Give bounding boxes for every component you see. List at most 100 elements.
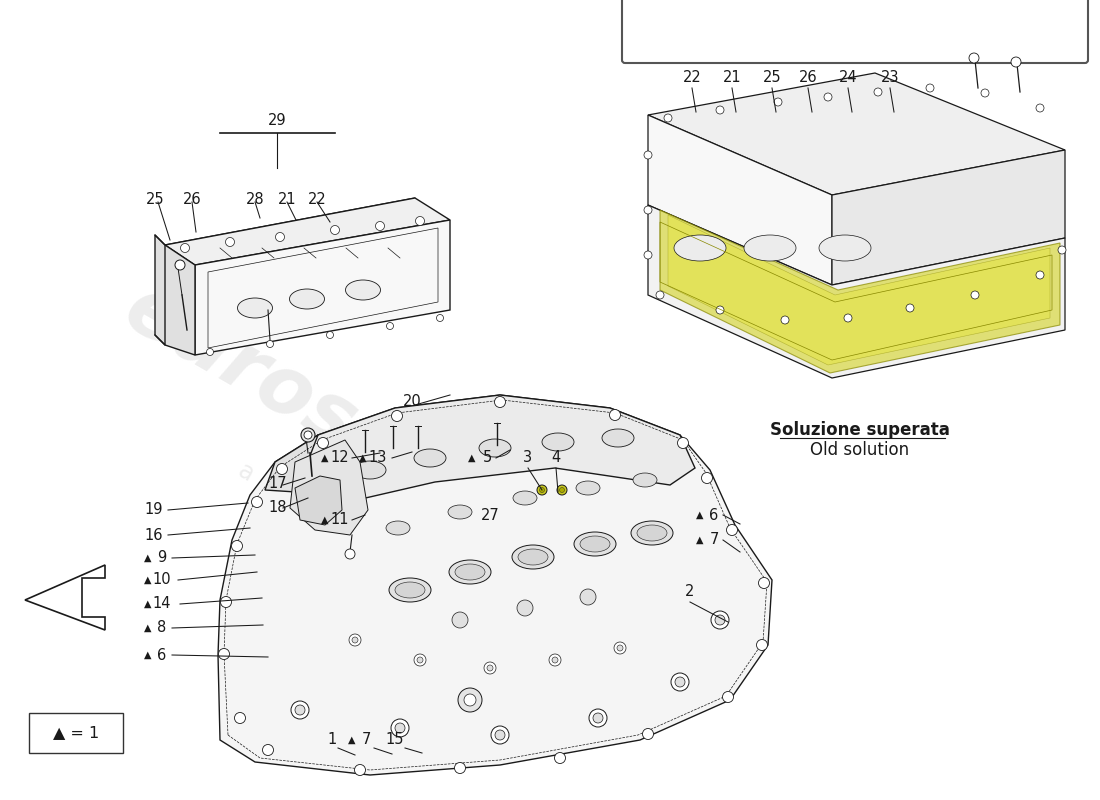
Text: 6: 6 bbox=[710, 507, 718, 522]
Ellipse shape bbox=[820, 235, 871, 261]
Ellipse shape bbox=[414, 449, 446, 467]
Circle shape bbox=[926, 84, 934, 92]
Circle shape bbox=[726, 525, 737, 535]
Ellipse shape bbox=[238, 298, 273, 318]
Circle shape bbox=[552, 657, 558, 663]
Circle shape bbox=[644, 151, 652, 159]
Text: 21: 21 bbox=[277, 191, 296, 206]
Circle shape bbox=[318, 438, 329, 449]
Text: 24: 24 bbox=[838, 70, 857, 86]
Circle shape bbox=[539, 487, 544, 493]
Circle shape bbox=[495, 730, 505, 740]
Circle shape bbox=[491, 726, 509, 744]
Circle shape bbox=[906, 304, 914, 312]
Ellipse shape bbox=[518, 549, 548, 565]
Circle shape bbox=[757, 639, 768, 650]
Circle shape bbox=[330, 226, 340, 234]
Circle shape bbox=[231, 541, 242, 551]
Circle shape bbox=[1036, 104, 1044, 112]
FancyBboxPatch shape bbox=[29, 713, 123, 753]
Text: ▲: ▲ bbox=[144, 553, 152, 563]
Ellipse shape bbox=[386, 521, 410, 535]
Circle shape bbox=[275, 233, 285, 242]
Circle shape bbox=[416, 217, 425, 226]
Text: ▲: ▲ bbox=[321, 453, 329, 463]
Text: 1: 1 bbox=[328, 733, 337, 747]
Text: 9: 9 bbox=[157, 550, 166, 566]
Circle shape bbox=[252, 497, 263, 507]
Circle shape bbox=[454, 762, 465, 774]
Circle shape bbox=[414, 654, 426, 666]
Text: 4: 4 bbox=[551, 450, 561, 466]
Text: ▲: ▲ bbox=[144, 650, 152, 660]
Circle shape bbox=[301, 428, 315, 442]
Circle shape bbox=[1036, 271, 1044, 279]
Text: ▲: ▲ bbox=[144, 599, 152, 609]
Circle shape bbox=[304, 431, 312, 439]
Circle shape bbox=[276, 463, 287, 474]
Circle shape bbox=[715, 615, 725, 625]
Polygon shape bbox=[660, 210, 1060, 373]
Circle shape bbox=[354, 765, 365, 775]
Polygon shape bbox=[290, 440, 369, 535]
Circle shape bbox=[969, 53, 979, 63]
Circle shape bbox=[266, 341, 274, 347]
Circle shape bbox=[517, 600, 534, 616]
Polygon shape bbox=[648, 205, 1065, 378]
Text: 20: 20 bbox=[403, 394, 421, 410]
Ellipse shape bbox=[513, 491, 537, 505]
Circle shape bbox=[180, 243, 189, 253]
Circle shape bbox=[234, 713, 245, 723]
Circle shape bbox=[675, 677, 685, 687]
Circle shape bbox=[588, 709, 607, 727]
Circle shape bbox=[352, 637, 358, 643]
Circle shape bbox=[219, 649, 230, 659]
Polygon shape bbox=[295, 476, 342, 525]
Text: 26: 26 bbox=[799, 70, 817, 86]
Text: 6: 6 bbox=[157, 647, 166, 662]
Circle shape bbox=[292, 701, 309, 719]
Ellipse shape bbox=[354, 461, 386, 479]
Ellipse shape bbox=[455, 564, 485, 580]
Text: Soluzione superata: Soluzione superata bbox=[770, 421, 950, 439]
Polygon shape bbox=[25, 565, 104, 630]
Text: 16: 16 bbox=[144, 527, 163, 542]
Text: ▲: ▲ bbox=[469, 453, 475, 463]
Text: ▲: ▲ bbox=[696, 535, 704, 545]
Circle shape bbox=[484, 662, 496, 674]
Polygon shape bbox=[218, 395, 772, 775]
Text: 18: 18 bbox=[268, 499, 287, 514]
Circle shape bbox=[609, 410, 620, 421]
Circle shape bbox=[642, 729, 653, 739]
Circle shape bbox=[759, 578, 770, 589]
Text: ▲: ▲ bbox=[144, 575, 152, 585]
Circle shape bbox=[723, 691, 734, 702]
Circle shape bbox=[207, 349, 213, 355]
Ellipse shape bbox=[602, 429, 634, 447]
Circle shape bbox=[392, 410, 403, 422]
Text: ▲: ▲ bbox=[321, 515, 329, 525]
Ellipse shape bbox=[345, 280, 381, 300]
Text: 7: 7 bbox=[710, 533, 718, 547]
Ellipse shape bbox=[574, 532, 616, 556]
Text: ▲ = 1: ▲ = 1 bbox=[53, 726, 99, 741]
Polygon shape bbox=[195, 220, 450, 355]
Text: 23: 23 bbox=[881, 70, 900, 86]
Ellipse shape bbox=[395, 582, 425, 598]
Circle shape bbox=[226, 238, 234, 246]
Circle shape bbox=[781, 316, 789, 324]
Text: 5: 5 bbox=[483, 450, 492, 466]
Text: 14: 14 bbox=[153, 597, 172, 611]
Ellipse shape bbox=[289, 289, 324, 309]
Text: 29: 29 bbox=[267, 113, 286, 128]
Text: a passion for cars since 1978: a passion for cars since 1978 bbox=[234, 458, 546, 652]
Text: 7: 7 bbox=[361, 733, 371, 747]
Ellipse shape bbox=[448, 505, 472, 519]
Circle shape bbox=[549, 654, 561, 666]
Circle shape bbox=[395, 723, 405, 733]
Text: ▲: ▲ bbox=[360, 453, 366, 463]
Text: ▲: ▲ bbox=[144, 623, 152, 633]
Ellipse shape bbox=[478, 439, 512, 457]
Text: 15: 15 bbox=[386, 733, 405, 747]
Circle shape bbox=[495, 397, 506, 407]
